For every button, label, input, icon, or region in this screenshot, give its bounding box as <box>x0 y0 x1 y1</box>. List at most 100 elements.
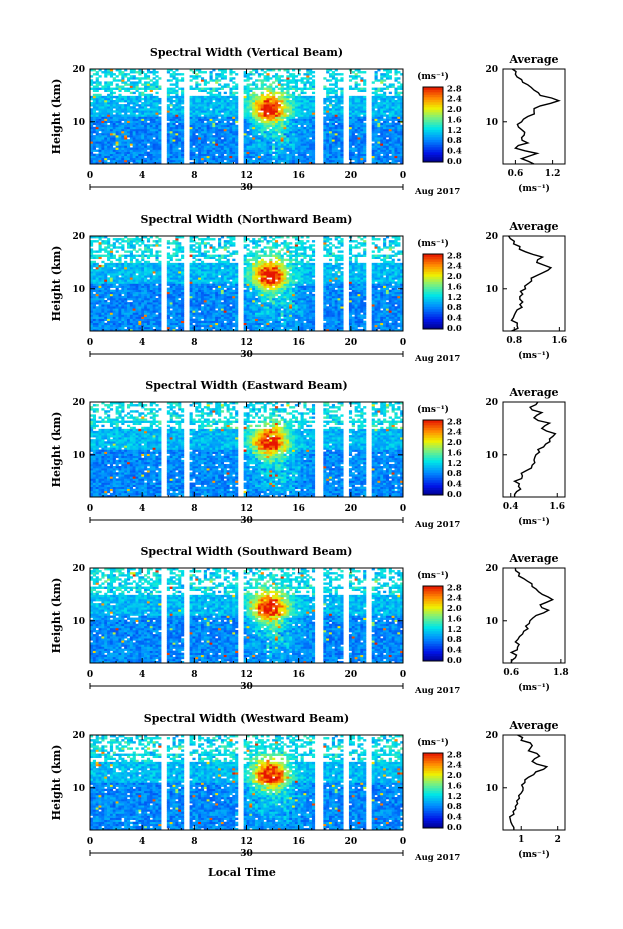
heatmap-cell <box>224 114 227 116</box>
heatmap-cell <box>244 110 247 112</box>
heatmap-cell <box>380 102 383 104</box>
heatmap-cell <box>201 135 204 137</box>
heatmap-cell <box>323 133 326 135</box>
heatmap-cell <box>258 106 261 108</box>
heatmap-cell <box>127 102 130 104</box>
heatmap-cell <box>130 77 133 79</box>
heatmap-cell <box>147 135 150 137</box>
heatmap-cell <box>136 296 139 298</box>
heatmap-cell <box>190 154 193 156</box>
heatmap-cell <box>309 143 312 145</box>
heatmap-cell <box>261 108 264 110</box>
heatmap-cell <box>232 125 235 127</box>
heatmap-cell <box>130 238 133 240</box>
heatmap-cell <box>178 158 181 160</box>
heatmap-cell <box>121 88 124 90</box>
heatmap-cell <box>232 147 235 149</box>
heatmap-cell <box>272 139 275 141</box>
heatmap-cell <box>136 281 139 283</box>
heatmap-cell <box>192 114 195 116</box>
heatmap-cell <box>147 137 150 139</box>
heatmap-cell <box>121 129 124 131</box>
heatmap-cell <box>147 133 150 135</box>
heatmap-cell <box>207 102 210 104</box>
heatmap-cell <box>252 123 255 125</box>
heatmap-cell <box>192 156 195 158</box>
heatmap-cell <box>141 152 144 154</box>
heatmap-cell <box>266 150 269 152</box>
heatmap-cell <box>201 156 204 158</box>
heatmap-cell <box>136 286 139 288</box>
heatmap-cell <box>389 133 392 135</box>
heatmap-cell <box>99 310 102 312</box>
heatmap-cell <box>283 137 286 139</box>
heatmap-cell <box>130 290 133 292</box>
heatmap-cell <box>147 306 150 308</box>
heatmap-cell <box>278 154 281 156</box>
heatmap-cell <box>218 102 221 104</box>
heatmap-cell <box>138 288 141 290</box>
heatmap-cell <box>155 139 158 141</box>
heatmap-cell <box>147 104 150 106</box>
heatmap-cell <box>397 156 400 158</box>
heatmap-cell <box>96 145 99 147</box>
heatmap-cell <box>357 114 360 116</box>
heatmap-cell <box>363 79 366 81</box>
heatmap-cell <box>357 141 360 143</box>
heatmap-cell <box>244 86 247 88</box>
heatmap-cell <box>138 240 141 242</box>
heatmap-cell <box>93 314 96 316</box>
heatmap-cell <box>329 79 332 81</box>
heatmap-cell <box>93 290 96 292</box>
heatmap-cell <box>261 119 264 121</box>
heatmap-cell <box>352 117 355 119</box>
heatmap-cell <box>289 119 292 121</box>
heatmap-cell <box>306 119 309 121</box>
heatmap-cell <box>127 323 130 325</box>
heatmap-cell <box>110 267 113 269</box>
heatmap-cell <box>113 269 116 271</box>
heatmap-cell <box>301 160 304 162</box>
heatmap-cell <box>244 96 247 98</box>
heatmap-cell <box>375 79 378 81</box>
heatmap-cell <box>289 125 292 127</box>
heatmap-cell <box>229 137 232 139</box>
heatmap-cell <box>167 314 170 316</box>
heatmap-cell <box>360 152 363 154</box>
heatmap-cell <box>335 160 338 162</box>
heatmap-cell <box>295 139 298 141</box>
heatmap-cell <box>175 133 178 135</box>
heatmap-cell <box>357 135 360 137</box>
heatmap-cell <box>155 310 158 312</box>
heatmap-cell <box>121 119 124 121</box>
heatmap-cell <box>158 300 161 302</box>
heatmap-cell <box>99 269 102 271</box>
heatmap-cell <box>118 94 121 96</box>
heatmap-cell <box>224 119 227 121</box>
heatmap-cell <box>281 143 284 145</box>
heatmap-cell <box>93 325 96 327</box>
heatmap-cell <box>144 284 147 286</box>
heatmap-cell <box>93 294 96 296</box>
heatmap-cell <box>283 158 286 160</box>
heatmap-cell <box>264 145 267 147</box>
heatmap-cell <box>178 125 181 127</box>
heatmap-cell <box>195 141 198 143</box>
heatmap-cell <box>118 150 121 152</box>
heatmap-cell <box>178 139 181 141</box>
heatmap-cell <box>386 117 389 119</box>
heatmap-cell <box>301 131 304 133</box>
heatmap-cell <box>155 277 158 279</box>
heatmap-cell <box>210 96 213 98</box>
heatmap-cell <box>155 125 158 127</box>
heatmap-cell <box>258 129 261 131</box>
heatmap-cell <box>118 154 121 156</box>
heatmap-cell <box>281 135 284 137</box>
heatmap-cell <box>93 129 96 131</box>
heatmap-cell <box>155 263 158 265</box>
heatmap-cell <box>269 100 272 102</box>
heatmap-cell <box>198 158 201 160</box>
heatmap-cell <box>130 152 133 154</box>
heatmap-cell <box>235 131 238 133</box>
heatmap-cell <box>133 160 136 162</box>
